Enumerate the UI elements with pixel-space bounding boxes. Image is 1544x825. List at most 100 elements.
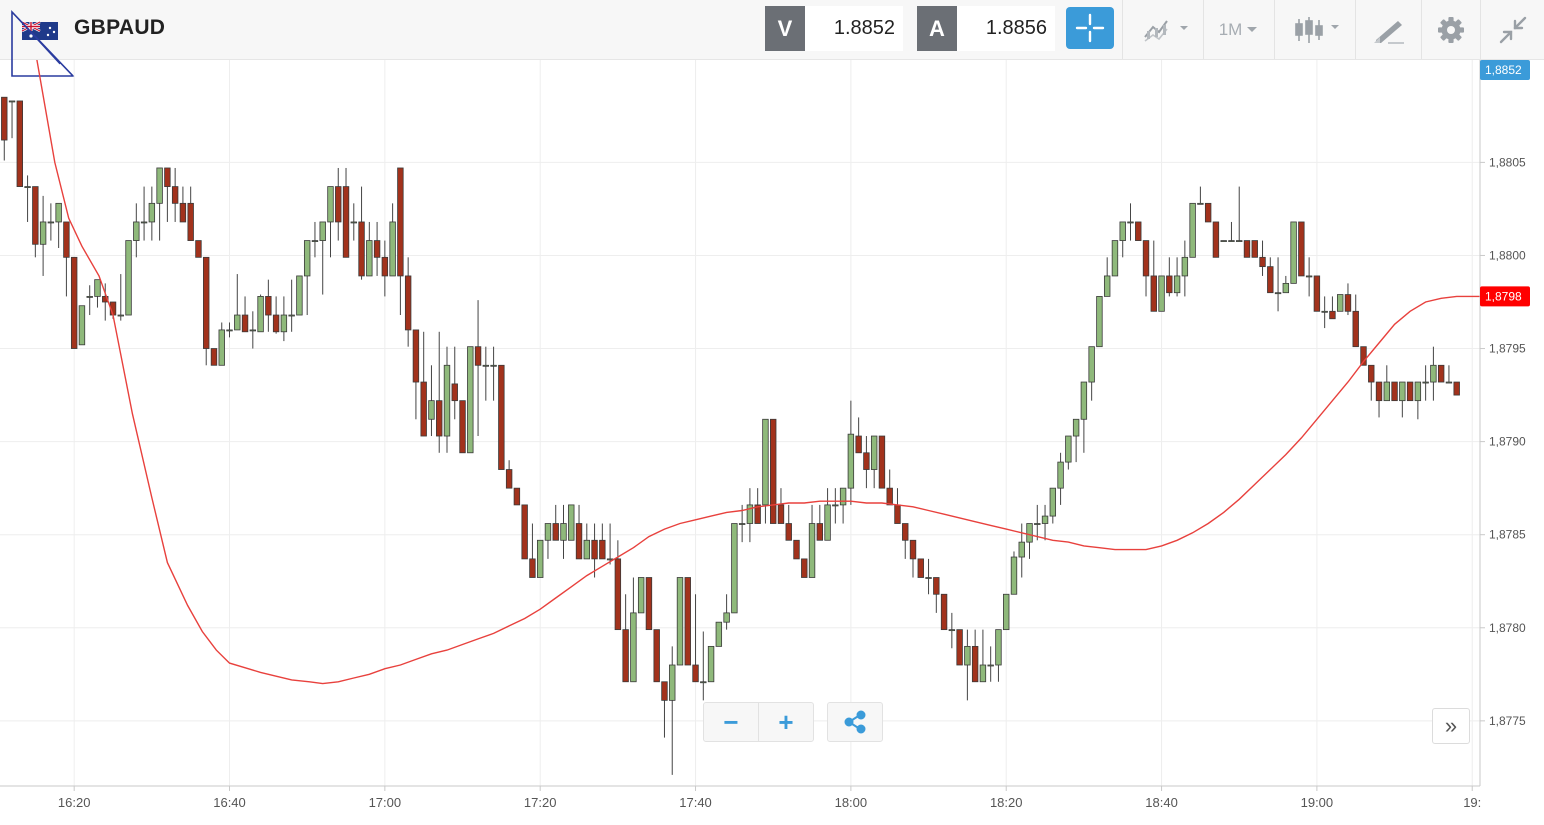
- candle-body: [1344, 294, 1352, 312]
- candle: [1119, 221, 1126, 258]
- candle: [707, 645, 715, 683]
- indicators-button[interactable]: [1128, 0, 1198, 59]
- candle-type-icon: [1295, 16, 1339, 43]
- candle-body: [428, 400, 435, 420]
- candle-body: [404, 275, 412, 331]
- candle: [296, 275, 303, 316]
- candle-body: [536, 539, 544, 578]
- candle: [195, 240, 202, 258]
- candle: [78, 305, 86, 346]
- buy-price: 1.8856: [957, 6, 1055, 51]
- collapse-button[interactable]: [1486, 0, 1540, 59]
- candle: [1212, 221, 1220, 258]
- candle: [1204, 202, 1212, 223]
- candle: [490, 346, 497, 401]
- candle-body: [94, 279, 101, 297]
- candle: [1391, 381, 1398, 402]
- candle-body: [257, 296, 264, 333]
- candle-body: [925, 577, 932, 579]
- candle: [505, 460, 513, 489]
- candle: [940, 593, 948, 631]
- candle: [560, 504, 567, 559]
- candle: [630, 577, 637, 683]
- candle: [785, 504, 792, 541]
- settings-button[interactable]: [1426, 0, 1476, 59]
- indicators-icon: [1144, 19, 1188, 42]
- candle: [1414, 381, 1422, 420]
- candle-body: [964, 645, 971, 666]
- candle-body: [762, 418, 769, 506]
- candle: [1057, 452, 1064, 505]
- candle: [1251, 240, 1258, 258]
- chart-type-button[interactable]: [1280, 0, 1350, 59]
- candle-body: [1251, 240, 1258, 258]
- candle-body: [412, 329, 420, 383]
- share-button[interactable]: [828, 703, 882, 741]
- candle: [979, 629, 987, 683]
- price-badges: 1,8852 1,8798: [1480, 60, 1530, 307]
- candle: [350, 203, 357, 241]
- moving-average-badge-label: 1,8798: [1485, 289, 1522, 303]
- candle-body: [1127, 221, 1134, 224]
- zoom-in-button[interactable]: +: [778, 706, 794, 737]
- zoom-out-button[interactable]: −: [723, 706, 739, 737]
- candle-body: [1414, 381, 1422, 402]
- candle-body: [886, 487, 893, 506]
- candle: [591, 523, 598, 578]
- candle-body: [47, 221, 55, 224]
- candle-body: [669, 664, 676, 701]
- candle: [832, 488, 839, 524]
- candle: [86, 285, 93, 316]
- buy-quote-button[interactable]: A 1.8856: [917, 6, 1055, 51]
- scroll-right-button[interactable]: »: [1432, 708, 1470, 744]
- toolbar-separator: [1480, 0, 1481, 59]
- candle: [1453, 381, 1460, 396]
- candle: [676, 577, 684, 666]
- price-chart[interactable]: 1,8805 1,8800 1,8795 1,8790 1,8785 1,8780 1,87…: [0, 60, 1544, 825]
- candle: [987, 646, 994, 682]
- timeframe-button[interactable]: 1M: [1208, 0, 1270, 59]
- candle-body: [909, 539, 917, 560]
- last-price-badge-box: [1480, 60, 1530, 80]
- candle: [482, 346, 490, 401]
- candle-body: [1197, 202, 1204, 205]
- candle: [731, 523, 738, 614]
- candle-body: [133, 221, 140, 241]
- candle-body: [971, 645, 979, 683]
- candle-body: [707, 645, 715, 683]
- share-icon: [844, 710, 866, 734]
- candle: [203, 256, 210, 366]
- crosshair-button[interactable]: [1066, 7, 1114, 49]
- drawing-tools-button[interactable]: [1360, 0, 1416, 59]
- candle: [948, 612, 956, 649]
- candle: [1189, 202, 1196, 258]
- candle-body: [591, 539, 598, 560]
- candle: [1220, 240, 1227, 242]
- candle: [770, 418, 777, 524]
- candle-body: [1181, 256, 1189, 277]
- candle-body: [1041, 515, 1049, 524]
- candle: [1026, 523, 1033, 559]
- candle: [171, 167, 179, 222]
- candle: [311, 221, 319, 258]
- last-price-badge: 1,8852: [1480, 60, 1530, 80]
- candle-body: [653, 629, 660, 683]
- candle-body: [754, 504, 761, 524]
- candle: [754, 488, 761, 524]
- candle: [653, 629, 660, 683]
- candle-body: [32, 186, 39, 245]
- candle: [1375, 381, 1383, 418]
- candle-body: [482, 364, 490, 367]
- candle: [70, 256, 78, 349]
- candle: [1088, 346, 1095, 401]
- sell-quote-button[interactable]: V 1.8852: [765, 6, 903, 51]
- candle: [366, 221, 373, 277]
- candle-body: [622, 629, 629, 683]
- candle-body: [808, 523, 816, 578]
- candle-body: [171, 186, 179, 204]
- candle-body: [397, 167, 404, 277]
- candle-body: [940, 593, 948, 631]
- toolbar-separator: [1122, 0, 1123, 59]
- time-tick-label: 17:40: [679, 795, 712, 810]
- candle-body: [870, 435, 878, 470]
